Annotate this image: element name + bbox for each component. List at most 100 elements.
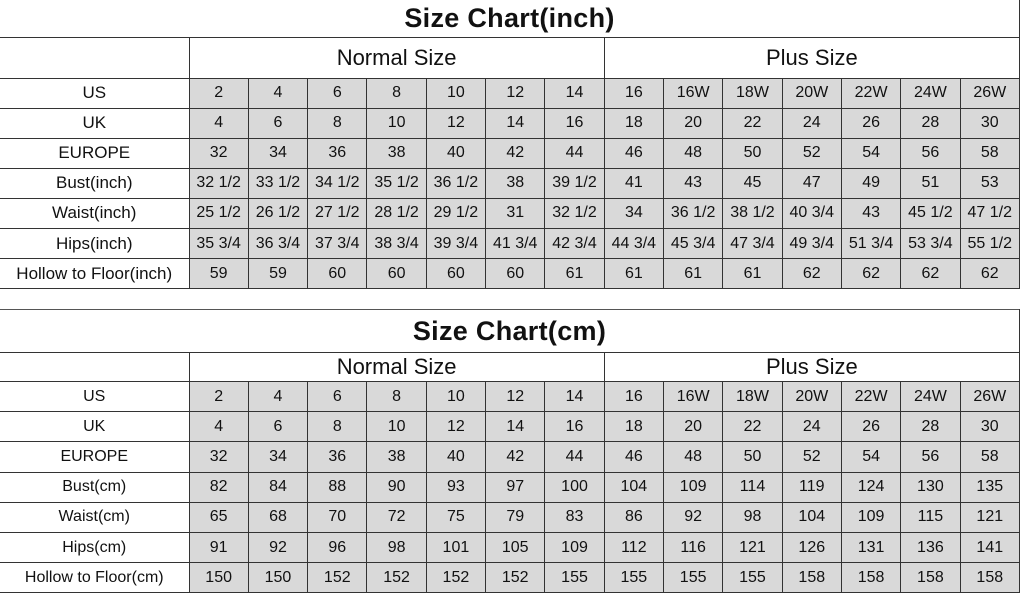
size-value-cell: 152 [485, 562, 546, 594]
size-value-cell: 53 3/4 [900, 227, 961, 260]
size-value-cell: 25 1/2 [188, 197, 249, 229]
row-label: US [0, 380, 190, 413]
size-value-cell: 30 [959, 107, 1021, 139]
size-value-cell: 44 [544, 137, 605, 169]
size-value-cell: 104 [781, 501, 842, 533]
size-value-cell: 135 [959, 471, 1021, 503]
size-value-cell: 34 [247, 137, 309, 169]
size-value-cell: 28 1/2 [366, 197, 427, 229]
size-value-cell: 60 [307, 258, 368, 290]
size-value-cell: 116 [662, 531, 724, 564]
size-value-cell: 40 3/4 [781, 197, 842, 229]
size-value-cell: 155 [603, 562, 665, 594]
size-value-cell: 4 [247, 77, 309, 109]
size-value-cell: 12 [485, 77, 546, 109]
size-value-cell: 38 3/4 [366, 227, 427, 260]
row-label: EUROPE [0, 137, 190, 169]
size-value-cell: 20 [662, 411, 724, 443]
size-value-cell: 35 3/4 [188, 227, 249, 260]
size-value-cell: 45 3/4 [662, 227, 724, 260]
size-value-cell: 10 [366, 107, 427, 139]
size-value-cell: 42 [485, 137, 546, 169]
size-value-cell: 14 [485, 411, 546, 443]
size-value-cell: 6 [247, 411, 309, 443]
size-value-cell: 16 [603, 77, 665, 109]
size-value-cell: 158 [840, 562, 902, 594]
size-value-cell: 16 [544, 107, 605, 139]
size-value-cell: 70 [307, 501, 368, 533]
size-value-cell: 39 3/4 [425, 227, 487, 260]
size-value-cell: 12 [485, 380, 546, 413]
size-value-cell: 22 [722, 411, 783, 443]
size-value-cell: 12 [425, 411, 487, 443]
size-table: Size Chart(cm) Normal Size Plus Size US 2 4 6 8… [0, 309, 1021, 594]
size-value-cell: 29 1/2 [425, 197, 487, 229]
size-value-cell: 12 [425, 107, 487, 139]
size-value-cell: 14 [544, 380, 605, 413]
size-value-cell: 26W [959, 380, 1021, 413]
size-value-cell: 36 [307, 441, 368, 473]
size-value-cell: 54 [840, 137, 902, 169]
table-row: Bust(cm) 82 84 88 90 93 97 100 104 109 114 119 124 13… [0, 471, 1021, 503]
size-value-cell: 119 [781, 471, 842, 503]
size-value-cell: 20W [781, 77, 842, 109]
size-value-cell: 150 [188, 562, 249, 594]
size-value-cell: 51 3/4 [840, 227, 902, 260]
size-value-cell: 112 [603, 531, 665, 564]
size-value-cell: 86 [603, 501, 665, 533]
size-value-cell: 61 [603, 258, 665, 290]
size-value-cell: 56 [900, 441, 961, 473]
size-value-cell: 18W [722, 77, 783, 109]
size-value-cell: 32 1/2 [188, 167, 249, 199]
size-value-cell: 22W [840, 77, 902, 109]
size-value-cell: 36 1/2 [425, 167, 487, 199]
size-value-cell: 49 3/4 [781, 227, 842, 260]
size-value-cell: 61 [662, 258, 724, 290]
size-value-cell: 14 [485, 107, 546, 139]
table-row: UK 4 6 8 10 12 14 16 18 20 22 24 26 28 30 [0, 411, 1021, 443]
size-value-cell: 20 [662, 107, 724, 139]
size-table: Size Chart(inch) Normal Size Plus Size US 2 4… [0, 0, 1021, 290]
size-value-cell: 96 [307, 531, 368, 564]
size-value-cell: 4 [247, 380, 309, 413]
size-value-cell: 16W [662, 380, 724, 413]
size-value-cell: 38 1/2 [722, 197, 783, 229]
size-value-cell: 54 [840, 441, 902, 473]
size-value-cell: 75 [425, 501, 487, 533]
size-value-cell: 35 1/2 [366, 167, 427, 199]
size-value-cell: 24W [900, 380, 961, 413]
size-value-cell: 58 [959, 137, 1021, 169]
size-value-cell: 84 [247, 471, 309, 503]
size-value-cell: 104 [603, 471, 665, 503]
size-value-cell: 100 [544, 471, 605, 503]
table-row: Hollow to Floor(cm) 150 150 152 152 152 152 155… [0, 562, 1021, 594]
size-value-cell: 68 [247, 501, 309, 533]
row-label: EUROPE [0, 441, 190, 473]
table-row: Hips(cm) 91 92 96 98 101 105 109 112 116 121 126 131… [0, 531, 1021, 564]
size-value-cell: 49 [840, 167, 902, 199]
size-value-cell: 131 [840, 531, 902, 564]
size-value-cell: 155 [544, 562, 605, 594]
size-value-cell: 4 [188, 107, 249, 139]
size-value-cell: 59 [188, 258, 249, 290]
size-value-cell: 121 [959, 501, 1021, 533]
chart-title: Size Chart(inch) [0, 0, 1020, 38]
size-value-cell: 42 [485, 441, 546, 473]
size-value-cell: 82 [188, 471, 249, 503]
size-value-cell: 33 1/2 [247, 167, 309, 199]
size-value-cell: 26 [840, 411, 902, 443]
size-value-cell: 6 [307, 77, 368, 109]
size-value-cell: 24W [900, 77, 961, 109]
size-value-cell: 52 [781, 137, 842, 169]
size-value-cell: 24 [781, 411, 842, 443]
size-value-cell: 158 [781, 562, 842, 594]
size-value-cell: 43 [840, 197, 902, 229]
table-row: EUROPE 32 34 36 38 40 42 44 46 48 50 52 54 56 58 [0, 441, 1021, 473]
size-value-cell: 48 [662, 441, 724, 473]
size-value-cell: 114 [722, 471, 783, 503]
size-value-cell: 152 [425, 562, 487, 594]
size-value-cell: 37 3/4 [307, 227, 368, 260]
size-value-cell: 88 [307, 471, 368, 503]
size-value-cell: 141 [959, 531, 1021, 564]
size-value-cell: 83 [544, 501, 605, 533]
